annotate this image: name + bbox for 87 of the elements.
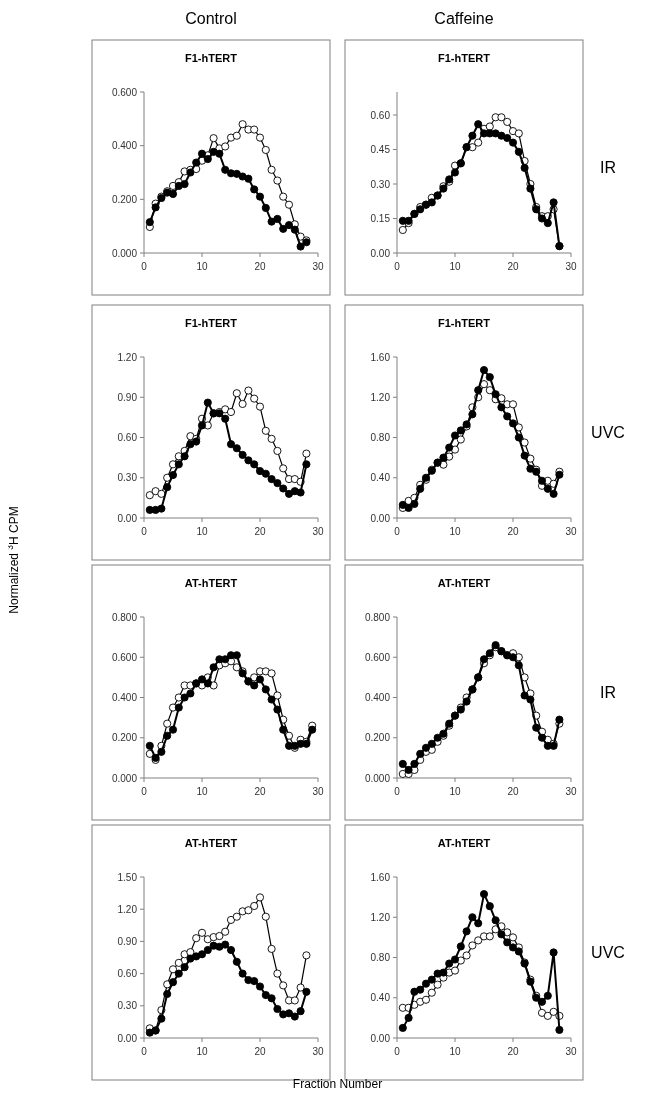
y-tick-label: 0.30	[117, 1000, 138, 1012]
y-tick-label: 0.40	[370, 472, 391, 484]
y-tick-label: 0.00	[370, 512, 391, 524]
y-tick-label: 0.400	[111, 692, 138, 703]
x-tick-label: 20	[507, 261, 519, 272]
text: IR	[600, 683, 616, 701]
text: UVC	[591, 423, 625, 441]
y-tick-label: 0.000	[111, 772, 138, 784]
x-tick-label: 0	[394, 526, 401, 537]
x-tick-label: 0	[394, 261, 401, 272]
text: IR	[600, 158, 616, 176]
x-tick-label: 10	[449, 526, 461, 537]
x-tick-label: 0	[141, 261, 148, 272]
x-tick-label: 30	[312, 261, 324, 272]
y-tick-label: 0.80	[370, 432, 391, 443]
chart-title: F1-hTERT	[438, 317, 491, 329]
chart-title: AT-hTERT	[437, 837, 491, 849]
x-tick-label: 30	[312, 526, 324, 537]
y-tick-label: 1.20	[370, 391, 391, 403]
x-tick-label: 0	[394, 1046, 401, 1057]
text: Caffeine	[434, 10, 494, 27]
y-tick-label: 0.800	[364, 611, 391, 623]
y-tick-label: 0.90	[117, 935, 138, 947]
y-tick-label: 0.600	[364, 651, 391, 663]
x-tick-label: 20	[254, 526, 266, 537]
x-tick-label: 0	[141, 1046, 148, 1057]
chart-title: AT-hTERT	[437, 577, 491, 589]
y-tick-label: 0.80	[370, 952, 391, 963]
x-tick-label: 0	[141, 526, 148, 537]
x-tick-label: 10	[449, 1046, 461, 1057]
y-tick-label: 0.400	[111, 140, 138, 152]
y-tick-label: 0.400	[364, 692, 391, 703]
chart-title: F1-hTERT	[185, 52, 238, 64]
x-tick-label: 30	[565, 261, 577, 272]
x-tick-label: 10	[196, 786, 208, 797]
y-tick-label: 0.15	[370, 213, 391, 224]
y-tick-label: 1.50	[117, 871, 138, 883]
chart-title: F1-hTERT	[438, 52, 491, 64]
y-tick-label: 0.600	[111, 86, 138, 98]
y-tick-label: 0.600	[111, 651, 138, 663]
y-tick-label: 1.20	[117, 903, 138, 915]
y-tick-label: 0.00	[370, 247, 391, 259]
y-tick-label: 1.60	[370, 351, 391, 363]
text: Control	[185, 10, 237, 27]
x-tick-label: 20	[254, 1046, 266, 1057]
y-tick-label: 0.00	[117, 512, 138, 524]
x-tick-label: 30	[565, 786, 577, 797]
x-tick-label: 30	[565, 1046, 577, 1057]
y-tick-label: 1.20	[370, 911, 391, 923]
x-tick-label: 10	[196, 261, 208, 272]
y-tick-label: 1.60	[370, 871, 391, 883]
chart-title: F1-hTERT	[185, 317, 238, 329]
y-tick-label: 0.45	[370, 144, 391, 155]
x-tick-label: 0	[141, 786, 148, 797]
y-tick-label: 0.000	[111, 247, 138, 259]
x-tick-label: 10	[449, 261, 461, 272]
y-tick-label: 0.60	[370, 109, 391, 121]
chart-title: AT-hTERT	[184, 577, 238, 589]
text: UVC	[591, 943, 625, 961]
y-tick-label: 0.30	[370, 178, 391, 190]
x-tick-label: 10	[449, 786, 461, 797]
chart-title: AT-hTERT	[184, 837, 238, 849]
y-tick-label: 0.40	[370, 992, 391, 1004]
x-tick-label: 10	[196, 1046, 208, 1057]
y-tick-label: 0.000	[364, 772, 391, 784]
y-tick-label: 1.20	[117, 351, 138, 363]
y-tick-label: 0.90	[117, 391, 138, 403]
x-tick-label: 10	[196, 526, 208, 537]
x-tick-label: 0	[394, 786, 401, 797]
x-tick-label: 30	[312, 786, 324, 797]
y-tick-label: 0.800	[111, 611, 138, 623]
x-tick-label: 20	[507, 1046, 519, 1057]
y-tick-label: 0.00	[117, 1032, 138, 1044]
y-tick-label: 0.200	[111, 193, 138, 205]
text: Fraction Number	[292, 1077, 383, 1091]
y-tick-label: 0.30	[117, 472, 138, 484]
y-tick-label: 0.00	[370, 1032, 391, 1044]
x-tick-label: 30	[565, 526, 577, 537]
x-tick-label: 20	[507, 786, 519, 797]
x-tick-label: 20	[507, 526, 519, 537]
x-tick-label: 20	[254, 786, 266, 797]
x-tick-label: 30	[312, 1046, 324, 1057]
y-tick-label: 0.200	[364, 732, 391, 744]
y-tick-label: 0.200	[111, 732, 138, 744]
y-tick-label: 0.60	[117, 968, 138, 980]
x-tick-label: 20	[254, 261, 266, 272]
y-tick-label: 0.60	[117, 432, 138, 443]
